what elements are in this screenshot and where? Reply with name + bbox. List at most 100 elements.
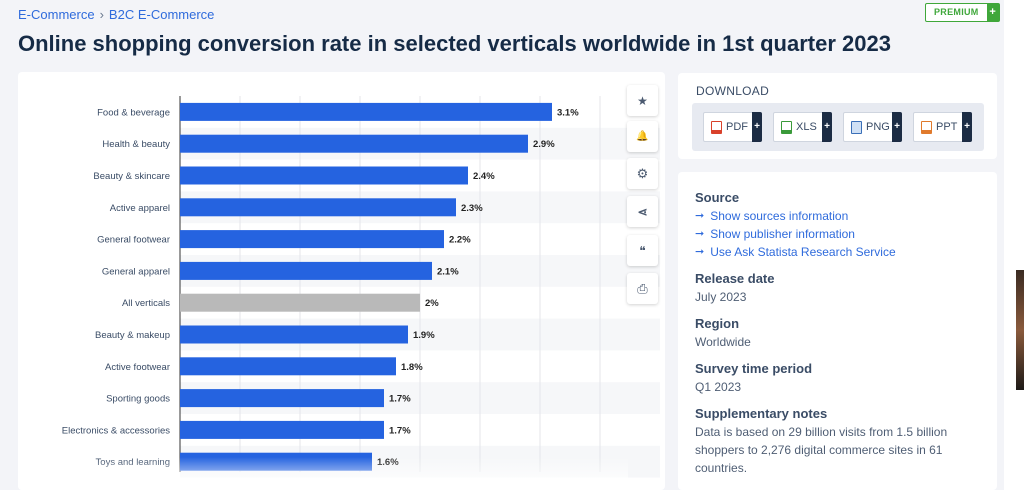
premium-label: PREMIUM (934, 7, 979, 17)
category-label: Food & beverage (97, 107, 170, 118)
region-value: Worldwide (695, 335, 751, 349)
data-label: 1.8% (401, 362, 423, 373)
survey-period-section: Survey time period Q1 2023 (695, 361, 997, 396)
show-publisher-link[interactable]: ➞ Show publisher information (695, 225, 997, 243)
ppt-file-icon (921, 120, 932, 134)
download-title: DOWNLOAD (696, 84, 770, 98)
pdf-file-icon (711, 120, 722, 134)
print-button[interactable]: ⎙ (627, 273, 658, 304)
notes-heading: Supplementary notes (695, 406, 828, 421)
chart-fade-overlay (18, 457, 628, 490)
data-label: 2.3% (461, 203, 483, 214)
category-label: General apparel (102, 266, 170, 277)
data-label: 2.2% (449, 235, 471, 246)
arrow-right-icon: ➞ (695, 228, 705, 240)
cite-button[interactable]: ❝ (627, 235, 658, 266)
source-heading: Source (695, 190, 740, 205)
bar[interactable] (180, 325, 408, 344)
breadcrumb-ecommerce[interactable]: E-Commerce (18, 7, 95, 22)
release-date-heading: Release date (695, 271, 775, 286)
breadcrumb: E-Commerce › B2C E-Commerce (18, 7, 214, 22)
region-heading: Region (695, 316, 740, 331)
release-date-value: July 2023 (695, 290, 747, 304)
notes-section: Supplementary notes Data is based on 29 … (695, 406, 997, 477)
notes-value: Data is based on 29 billion visits from … (695, 425, 948, 475)
data-label: 2.1% (437, 266, 459, 277)
source-section: Source ➞ Show sources information ➞ Show p… (695, 190, 997, 261)
bell-icon: 🔔 (636, 131, 649, 142)
star-icon: ★ (637, 93, 648, 108)
download-button-bar: PDF + XLS + PNG + PPT + (692, 103, 984, 151)
plus-icon: + (822, 112, 832, 142)
ask-research-service-link[interactable]: ➞ Use Ask Statista Research Service (695, 243, 997, 261)
category-label: Beauty & skincare (93, 171, 170, 182)
breadcrumb-b2c-ecommerce[interactable]: B2C E-Commerce (108, 7, 215, 22)
download-ppt-button[interactable]: PPT + (913, 112, 972, 142)
data-label: 3.1% (557, 107, 579, 118)
category-label: Beauty & makeup (95, 330, 170, 341)
download-xls-label: XLS (796, 121, 817, 133)
download-pdf-button[interactable]: PDF + (703, 112, 762, 142)
breadcrumb-separator: › (99, 7, 104, 22)
bar[interactable] (180, 166, 468, 185)
data-label: 2.4% (473, 171, 495, 182)
settings-button[interactable]: ⚙ (627, 158, 658, 189)
partial-image (1016, 270, 1024, 390)
data-label: 1.9% (413, 330, 435, 341)
category-label: Sporting goods (106, 394, 170, 405)
bar[interactable] (180, 293, 420, 312)
xls-file-icon (781, 120, 792, 134)
bar[interactable] (180, 261, 432, 280)
release-date-section: Release date July 2023 (695, 271, 997, 306)
download-xls-button[interactable]: XLS + (773, 112, 832, 142)
premium-plus-icon: + (986, 4, 999, 21)
plus-icon: + (962, 112, 972, 142)
chart-card: Food & beverage 3.1% Health & beauty 2.9% Be… (18, 72, 665, 490)
show-sources-link[interactable]: ➞ Show sources information (695, 207, 997, 225)
download-panel: DOWNLOAD PDF + XLS + PNG + PPT + (678, 73, 997, 159)
category-label: Active apparel (110, 203, 170, 214)
bar[interactable] (180, 102, 552, 121)
data-label: 1.7% (389, 394, 411, 405)
data-label: 2% (425, 298, 439, 309)
ask-research-service-label: Use Ask Statista Research Service (710, 245, 896, 259)
bar-chart: Food & beverage 3.1% Health & beauty 2.9% Be… (62, 96, 660, 478)
plus-icon: + (752, 112, 762, 142)
download-png-label: PNG (866, 121, 890, 133)
gear-icon: ⚙ (636, 165, 649, 181)
arrow-right-icon: ➞ (695, 210, 705, 222)
bar[interactable] (180, 198, 456, 217)
download-pdf-label: PDF (726, 121, 748, 133)
quote-icon: ❝ (639, 243, 646, 258)
survey-period-value: Q1 2023 (695, 380, 742, 394)
region-section: Region Worldwide (695, 316, 997, 351)
category-label: Electronics & accessories (62, 425, 170, 436)
notification-button[interactable]: 🔔 (627, 121, 658, 152)
data-label: 1.7% (389, 425, 411, 436)
bar[interactable] (180, 134, 528, 153)
category-label: All verticals (122, 298, 170, 309)
png-file-icon (851, 120, 862, 134)
category-label: Active footwear (105, 362, 170, 373)
download-ppt-label: PPT (936, 121, 958, 133)
download-png-button[interactable]: PNG + (843, 112, 902, 142)
survey-period-heading: Survey time period (695, 361, 813, 376)
page-title: Online shopping conversion rate in selec… (18, 31, 891, 56)
show-sources-label: Show sources information (710, 209, 849, 223)
bar[interactable] (180, 230, 444, 249)
show-publisher-label: Show publisher information (710, 227, 855, 241)
page-edge-panel (1004, 0, 1024, 490)
bar[interactable] (180, 357, 396, 376)
share-button[interactable]: ⋖ (627, 196, 658, 227)
category-label: Health & beauty (102, 139, 170, 150)
favorite-button[interactable]: ★ (627, 85, 658, 116)
print-icon: ⎙ (637, 280, 648, 296)
premium-badge[interactable]: PREMIUM + (925, 3, 1000, 22)
arrow-right-icon: ➞ (695, 246, 705, 258)
share-icon: ⋖ (637, 204, 648, 219)
category-label: General footwear (97, 235, 170, 246)
data-label: 2.9% (533, 139, 555, 150)
bar[interactable] (180, 389, 384, 408)
statistic-info-panel: Source ➞ Show sources information ➞ Show p… (678, 172, 997, 490)
bar[interactable] (180, 420, 384, 439)
